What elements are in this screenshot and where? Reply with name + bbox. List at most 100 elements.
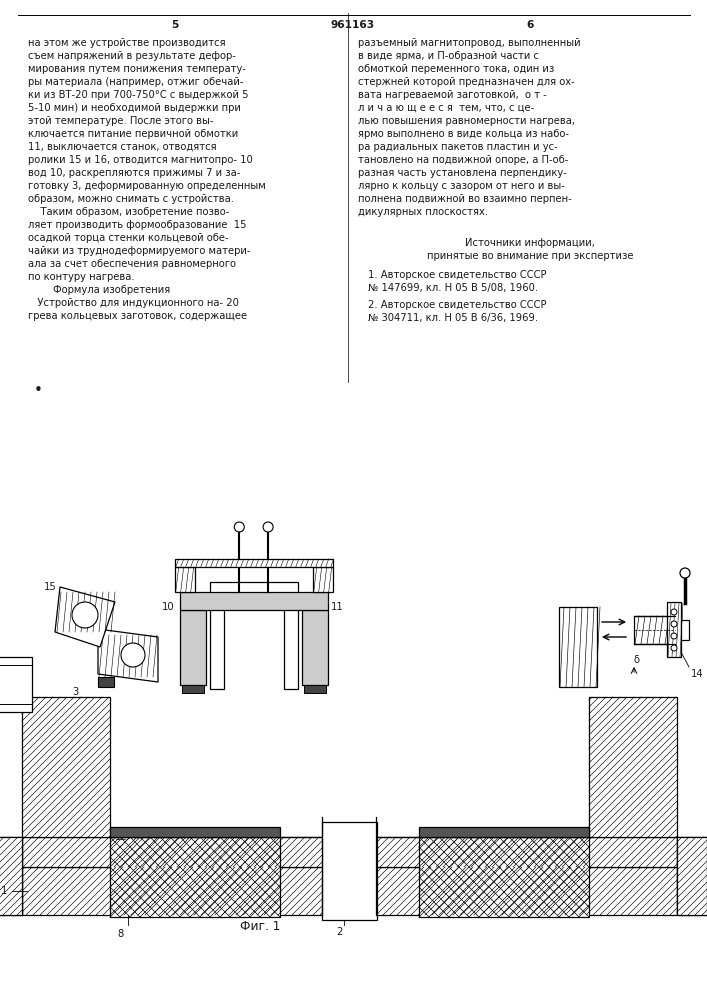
- Text: δ: δ: [633, 655, 639, 665]
- Text: Таким образом, изобретение позво-: Таким образом, изобретение позво-: [28, 207, 229, 217]
- Text: Формула изобретения: Формула изобретения: [28, 285, 170, 295]
- Polygon shape: [98, 629, 158, 682]
- Text: 2. Авторское свидетельство СССР: 2. Авторское свидетельство СССР: [368, 300, 547, 310]
- Bar: [0, 657, 32, 712]
- Text: готовку 3, деформированную определенным: готовку 3, деформированную определенным: [28, 181, 266, 191]
- Bar: [284, 594, 298, 689]
- Text: вод 10, раскрепляются прижимы 7 и за-: вод 10, раскрепляются прижимы 7 и за-: [28, 168, 240, 178]
- Text: ролики 15 и 16, отводится магнитопро- 10: ролики 15 и 16, отводится магнитопро- 10: [28, 155, 252, 165]
- Bar: [667, 602, 681, 657]
- Text: этой температуре. После этого вы-: этой температуре. После этого вы-: [28, 116, 214, 126]
- Text: л и ч а ю щ е е с я  тем, что, с це-: л и ч а ю щ е е с я тем, что, с це-: [358, 103, 534, 113]
- Bar: [180, 610, 206, 685]
- Bar: [304, 685, 326, 693]
- Circle shape: [671, 609, 677, 615]
- Text: по контуру нагрева.: по контуру нагрева.: [28, 272, 134, 282]
- Text: ляет производить формообразование  15: ляет производить формообразование 15: [28, 220, 247, 230]
- Text: 6: 6: [526, 20, 534, 30]
- Text: ала за счет обеспечения равномерного: ала за счет обеспечения равномерного: [28, 259, 236, 269]
- Text: образом, можно снимать с устройства.: образом, можно снимать с устройства.: [28, 194, 234, 204]
- Bar: [110, 827, 280, 837]
- Circle shape: [671, 645, 677, 651]
- Text: грева кольцевых заготовок, содержащее: грева кольцевых заготовок, содержащее: [28, 311, 247, 321]
- Bar: [175, 559, 333, 567]
- Circle shape: [72, 602, 98, 628]
- Bar: [175, 567, 194, 592]
- Text: 5-10 мин) и необходимой выдержки при: 5-10 мин) и необходимой выдержки при: [28, 103, 241, 113]
- Circle shape: [671, 633, 677, 639]
- Text: разная часть установлена перпендику-: разная часть установлена перпендику-: [358, 168, 567, 178]
- Text: 2: 2: [336, 927, 342, 937]
- Bar: [22, 837, 677, 867]
- Text: M: M: [310, 654, 319, 664]
- Bar: [180, 592, 328, 610]
- Text: 12: 12: [115, 832, 128, 842]
- Circle shape: [125, 642, 151, 668]
- Bar: [634, 616, 675, 644]
- Text: 8: 8: [117, 929, 123, 939]
- Bar: [110, 837, 280, 917]
- Text: стержней которой предназначен для ох-: стержней которой предназначен для ох-: [358, 77, 575, 87]
- Circle shape: [671, 621, 677, 627]
- Text: 5: 5: [171, 20, 179, 30]
- Text: Устройство для индукционного на- 20: Устройство для индукционного на- 20: [28, 298, 239, 308]
- Bar: [0, 837, 22, 915]
- Text: 10: 10: [162, 602, 175, 612]
- Text: 1: 1: [1, 886, 7, 896]
- Text: лярно к кольцу с зазором от него и вы-: лярно к кольцу с зазором от него и вы-: [358, 181, 565, 191]
- Bar: [98, 677, 114, 687]
- Text: 14: 14: [691, 669, 703, 679]
- Text: 961163: 961163: [331, 20, 375, 30]
- Text: •: •: [33, 383, 42, 398]
- Bar: [322, 822, 377, 920]
- Text: 15: 15: [44, 582, 57, 592]
- Circle shape: [234, 522, 245, 532]
- Text: 11: 11: [331, 602, 344, 612]
- Text: № 147699, кл. Н 05 В 5/08, 1960.: № 147699, кл. Н 05 В 5/08, 1960.: [368, 284, 538, 294]
- Text: ключается питание первичной обмотки: ключается питание первичной обмотки: [28, 129, 238, 139]
- Bar: [302, 610, 328, 685]
- Bar: [677, 837, 707, 915]
- Bar: [589, 697, 677, 837]
- Bar: [559, 607, 597, 687]
- Text: вата нагреваемой заготовкой,  о т -: вата нагреваемой заготовкой, о т -: [358, 90, 547, 100]
- Text: мирования путем понижения температу-: мирования путем понижения температу-: [28, 64, 246, 74]
- Text: на этом же устройстве производится: на этом же устройстве производится: [28, 38, 226, 48]
- Text: Фиг. 1: Фиг. 1: [240, 920, 280, 933]
- Bar: [681, 620, 689, 640]
- Bar: [419, 837, 589, 917]
- Text: ярмо выполнено в виде кольца из набо-: ярмо выполнено в виде кольца из набо-: [358, 129, 569, 139]
- Bar: [210, 582, 298, 594]
- Text: M: M: [189, 635, 197, 645]
- Text: 1. Авторское свидетельство СССР: 1. Авторское свидетельство СССР: [368, 270, 547, 280]
- Text: принятые во внимание при экспертизе: принятые во внимание при экспертизе: [427, 251, 633, 261]
- Text: полнена подвижной во взаимно перпен-: полнена подвижной во взаимно перпен-: [358, 194, 572, 204]
- Text: ры материала (например, отжиг обечай-: ры материала (например, отжиг обечай-: [28, 77, 243, 87]
- Text: ки из ВТ-20 при 700-750°С с выдержкой 5: ки из ВТ-20 при 700-750°С с выдержкой 5: [28, 90, 248, 100]
- Text: ра радиальных пакетов пластин и ус-: ра радиальных пакетов пластин и ус-: [358, 142, 558, 152]
- Bar: [210, 594, 223, 689]
- Text: обмоткой переменного тока, один из: обмоткой переменного тока, один из: [358, 64, 554, 74]
- Text: Источники информации,: Источники информации,: [465, 238, 595, 248]
- Text: в виде ярма, и П-образной части с: в виде ярма, и П-образной части с: [358, 51, 539, 61]
- Bar: [22, 867, 677, 915]
- Text: чайки из труднодеформируемого матери-: чайки из труднодеформируемого матери-: [28, 246, 250, 256]
- Text: съем напряжений в результате дефор-: съем напряжений в результате дефор-: [28, 51, 236, 61]
- Bar: [0, 837, 22, 915]
- Bar: [182, 685, 204, 693]
- Text: 3: 3: [72, 687, 78, 697]
- Text: 11, выключается станок, отводятся: 11, выключается станок, отводятся: [28, 142, 216, 152]
- Text: № 304711, кл. Н 05 В 6/36, 1969.: № 304711, кл. Н 05 В 6/36, 1969.: [368, 313, 538, 323]
- Bar: [677, 837, 707, 915]
- Text: осадкой торца стенки кольцевой обе-: осадкой торца стенки кольцевой обе-: [28, 233, 228, 243]
- Circle shape: [680, 568, 690, 578]
- Text: разъемный магнитопровод, выполненный: разъемный магнитопровод, выполненный: [358, 38, 580, 48]
- Bar: [419, 827, 589, 837]
- Text: дикулярных плоскостях.: дикулярных плоскостях.: [358, 207, 488, 217]
- Polygon shape: [55, 587, 115, 647]
- Circle shape: [263, 522, 273, 532]
- Bar: [312, 567, 333, 592]
- Circle shape: [121, 643, 145, 667]
- Bar: [22, 697, 110, 837]
- Text: лью повышения равномерности нагрева,: лью повышения равномерности нагрева,: [358, 116, 575, 126]
